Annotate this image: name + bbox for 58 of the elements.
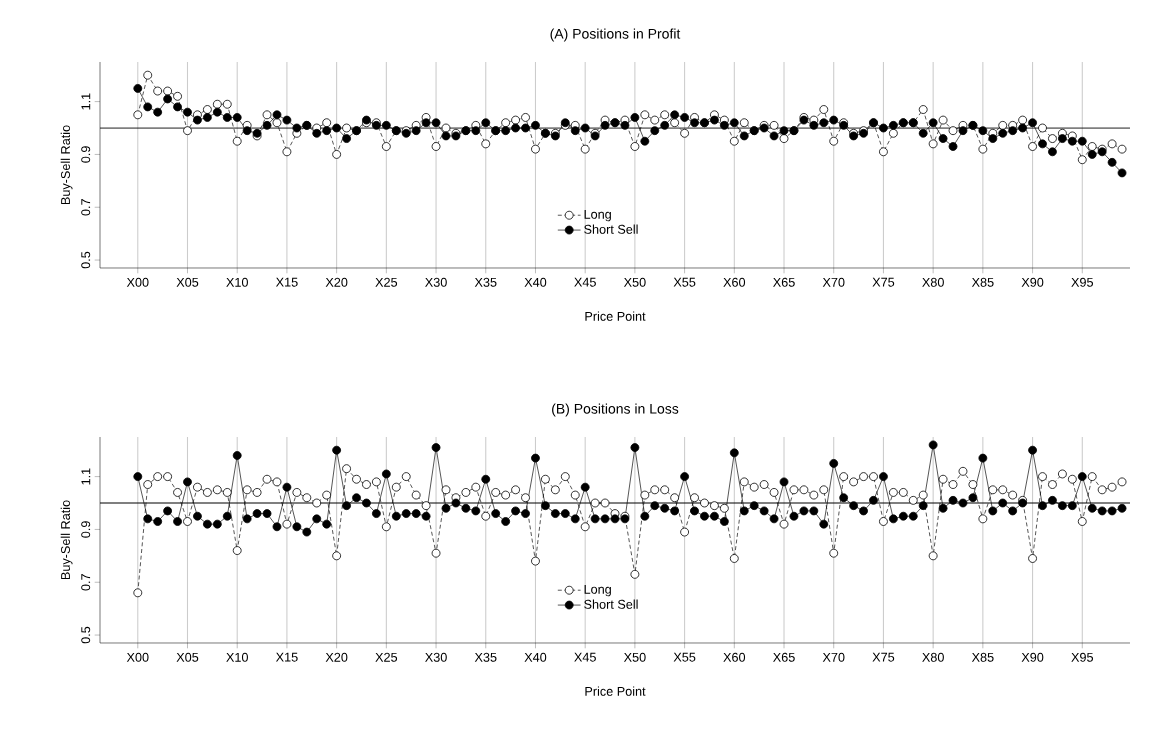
- x-tick-label: X60: [723, 652, 746, 662]
- chart-title: (B) Positions in Loss: [552, 403, 679, 417]
- x-tick-label: X75: [872, 652, 895, 662]
- x-tick-label: X80: [922, 277, 944, 287]
- y-tick-label: 0.7: [81, 199, 91, 216]
- y-tick-label: 1.1: [81, 93, 91, 110]
- x-tick-label: X90: [1021, 277, 1044, 287]
- y-tick-label: 0.9: [81, 521, 91, 538]
- x-tick-label: X30: [425, 652, 447, 662]
- x-tick-label: X00: [126, 652, 149, 662]
- legend-label: Short Sell: [584, 224, 638, 234]
- x-tick-label: X95: [1071, 277, 1094, 287]
- x-axis-title: Price Point: [585, 686, 646, 696]
- x-axis-title: Price Point: [585, 311, 646, 321]
- x-tick-label: X90: [1021, 652, 1044, 662]
- x-tick-label: X55: [673, 277, 696, 287]
- x-tick-label: X25: [375, 652, 398, 662]
- y-tick-label: 0.7: [81, 574, 91, 591]
- x-tick-label: X40: [524, 277, 547, 287]
- x-tick-label: X75: [872, 277, 895, 287]
- legend-label: Long: [584, 209, 611, 222]
- x-tick-label: X85: [971, 277, 994, 287]
- x-tick-label: X60: [723, 277, 746, 287]
- x-tick-label: X50: [623, 277, 646, 287]
- x-tick-label: X85: [971, 652, 994, 662]
- x-tick-label: X15: [275, 652, 298, 662]
- x-tick-label: X65: [773, 277, 795, 287]
- x-tick-label: X65: [773, 652, 795, 662]
- y-axis-title: Buy-Sell Ratio: [60, 125, 73, 205]
- x-tick-label: X55: [673, 652, 696, 662]
- x-tick-label: X05: [176, 277, 199, 287]
- x-tick-label: X45: [574, 277, 596, 287]
- legend-label: Short Sell: [584, 599, 638, 609]
- x-tick-label: X95: [1071, 652, 1094, 662]
- x-tick-label: X00: [126, 277, 149, 287]
- x-tick-label: X20: [325, 652, 348, 662]
- x-tick-label: X70: [822, 652, 845, 662]
- x-tick-label: X40: [524, 652, 547, 662]
- y-tick-label: 0.5: [81, 626, 91, 644]
- x-tick-label: X10: [226, 277, 248, 287]
- y-tick-label: 0.5: [81, 251, 91, 269]
- x-tick-label: X05: [176, 652, 199, 662]
- x-tick-label: X10: [226, 652, 248, 662]
- y-tick-label: 1.1: [81, 468, 91, 485]
- x-tick-label: X80: [922, 652, 944, 662]
- y-axis-title: Buy-Sell Ratio: [60, 500, 73, 580]
- x-tick-label: X20: [325, 277, 348, 287]
- chart-title: (A) Positions in Profit: [550, 28, 681, 42]
- y-tick-label: 0.9: [81, 146, 91, 163]
- x-tick-label: X30: [425, 277, 447, 287]
- x-tick-label: X35: [474, 652, 497, 662]
- x-tick-label: X35: [474, 277, 497, 287]
- x-tick-label: X70: [822, 277, 845, 287]
- legend-label: Long: [584, 584, 611, 597]
- x-tick-label: X15: [275, 277, 298, 287]
- x-tick-label: X25: [375, 277, 398, 287]
- x-tick-label: X45: [574, 652, 596, 662]
- x-tick-label: X50: [623, 652, 646, 662]
